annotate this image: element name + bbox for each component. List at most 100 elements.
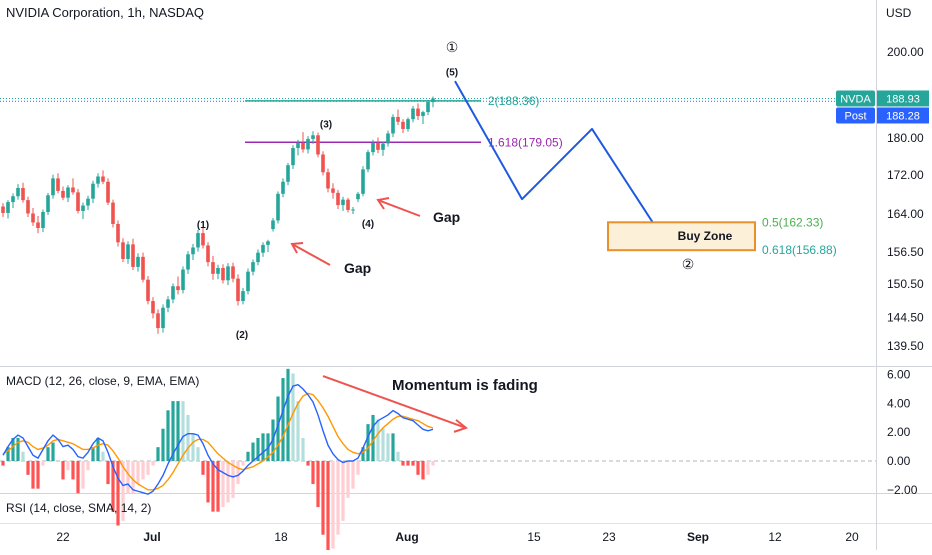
time-axis[interactable]: 22 Jul 18 Aug 15 23 Sep 12 20 — [56, 530, 859, 544]
candle-body — [246, 271, 250, 292]
candle-body — [71, 187, 75, 193]
macd-histogram-bar — [296, 401, 300, 461]
candle-body — [196, 233, 200, 248]
macd-histogram-bar — [161, 428, 165, 461]
macd-histogram-bar — [21, 451, 25, 461]
candle-body — [281, 181, 285, 194]
macd-histogram-bar — [401, 461, 405, 466]
fib-level-label: 1.618(179.05) — [488, 135, 563, 149]
candle-body — [371, 142, 375, 153]
chart-title: NVIDIA Corporation, 1h, NASDAQ — [6, 5, 204, 20]
rsi-title: RSI (14, close, SMA, 14, 2) — [6, 501, 151, 515]
macd-histogram-bar — [311, 461, 315, 485]
candle-body — [366, 152, 370, 170]
candle-body — [186, 254, 190, 270]
candle-body — [91, 183, 95, 199]
candle-body — [111, 202, 115, 224]
candle-body — [191, 247, 195, 255]
price-axis[interactable]: 200.00188.00180.00172.00164.00156.50150.… — [887, 45, 924, 353]
macd-histogram-bar — [156, 447, 160, 461]
time-tick-label: 22 — [56, 530, 70, 544]
buy-zone-label: Buy Zone — [678, 229, 733, 243]
macd-histogram-bar — [431, 461, 435, 466]
time-tick-label: 20 — [845, 530, 859, 544]
macd-histogram-bar — [151, 461, 155, 466]
candle-body — [36, 222, 40, 229]
candle-body — [301, 142, 305, 150]
macd-histogram-bar — [301, 437, 305, 461]
candle-body — [346, 199, 350, 210]
wave-label: (4) — [362, 219, 374, 230]
macd-histogram-bar — [211, 461, 215, 512]
macd-histogram-bar — [71, 461, 75, 480]
macd-tick-label: 2.00 — [887, 425, 911, 439]
candle-body — [306, 138, 310, 150]
candle-body — [261, 244, 265, 253]
macd-histogram-bar — [196, 447, 200, 461]
price-tick-label: 144.50 — [887, 310, 924, 324]
candle-body — [241, 291, 245, 302]
gap-annotations: Gap Gap — [290, 197, 460, 276]
macd-histogram-bar — [381, 428, 385, 461]
macd-histogram-bar — [106, 461, 110, 485]
macd-histogram-bar — [336, 461, 340, 535]
macd-histogram-bar — [321, 461, 325, 535]
wave-labels: (1) (2) (3) (4) (5) ① — [197, 39, 458, 341]
candle-body — [211, 262, 215, 274]
macd-histogram-bar — [256, 437, 260, 461]
macd-histogram-bar — [131, 461, 135, 494]
buy-zone-box[interactable] — [607, 221, 756, 252]
candle-body — [76, 192, 80, 211]
macd-histogram-bar — [56, 461, 60, 462]
price-tick-label: 139.50 — [887, 339, 924, 353]
candle-body — [331, 188, 335, 193]
gap-label: Gap — [344, 260, 371, 276]
symbol-badge[interactable] — [836, 90, 875, 107]
macd-histogram-bar — [1, 461, 5, 466]
macd-histogram-bar — [41, 461, 45, 466]
price-badge-value: 188.28 — [886, 110, 920, 122]
symbol-badge[interactable] — [836, 107, 875, 124]
price-badge[interactable] — [877, 90, 929, 107]
candle-body — [1, 206, 5, 213]
candle-body — [311, 135, 315, 139]
macd-histogram-bar — [216, 461, 220, 512]
macd-histogram-bar — [341, 461, 345, 521]
macd-histogram-bar — [81, 461, 85, 489]
macd-histogram-bar — [16, 437, 20, 461]
candle-body — [81, 205, 85, 211]
candle-body — [431, 98, 435, 103]
candle-body — [236, 278, 240, 302]
fib-levels: 2(188.36) 1.618(179.05) — [0, 94, 876, 149]
candle-body — [16, 187, 20, 197]
macd-histogram-bar — [426, 461, 430, 475]
macd-histogram-bar — [386, 433, 390, 461]
macd-axis[interactable]: 6.00 4.00 2.00 0.00 −2.00 — [887, 368, 918, 497]
macd-histogram-bar — [236, 461, 240, 485]
macd-histogram-bar — [226, 461, 230, 503]
price-badges: NVDA 188.93 Post 188.28 — [836, 90, 929, 124]
macd-histogram-bar — [116, 461, 120, 526]
price-tick-label: 200.00 — [887, 45, 924, 59]
macd-histogram-bar — [191, 433, 195, 461]
macd-histogram-bar — [181, 401, 185, 461]
candle-body — [271, 220, 275, 230]
cycle-label-2: ② — [682, 256, 695, 272]
macd-histogram-bar — [26, 461, 30, 475]
macd-histogram-bar — [366, 424, 370, 461]
macd-histogram-bar — [96, 437, 100, 461]
candle-body — [116, 223, 120, 243]
macd-histogram-bar — [261, 433, 265, 461]
candle-body — [286, 165, 290, 182]
macd-histogram-bar — [306, 461, 310, 466]
macd-histogram-bar — [291, 373, 295, 461]
price-badge[interactable] — [877, 107, 929, 124]
macd-histogram-bar — [36, 461, 40, 489]
candle-body — [401, 121, 405, 129]
macd-histogram-bar — [201, 461, 205, 475]
fib-level-label: 2(188.36) — [488, 94, 539, 108]
wave-label: (2) — [236, 330, 248, 341]
projection-path — [454, 80, 669, 246]
candle-body — [11, 196, 15, 203]
